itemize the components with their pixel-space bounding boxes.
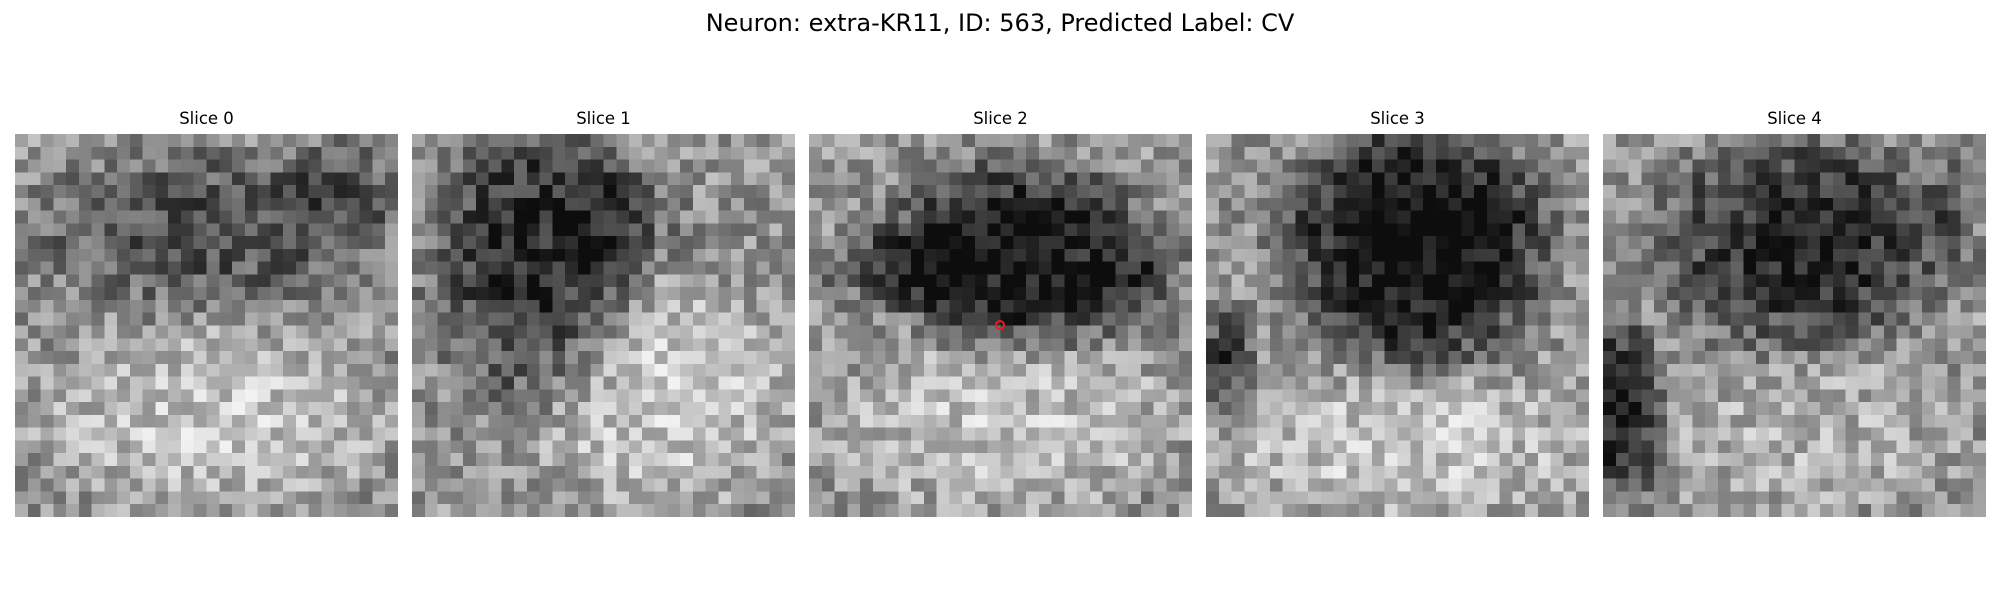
slice-panel-4: Slice 4 — [1603, 108, 1986, 517]
slice-title-2: Slice 2 — [973, 109, 1028, 128]
slice-image-1 — [412, 134, 795, 517]
slice-panel-3: Slice 3 — [1206, 108, 1589, 517]
slice-title-1: Slice 1 — [576, 109, 631, 128]
slice-title-3: Slice 3 — [1370, 109, 1425, 128]
slice-image-4 — [1603, 134, 1986, 517]
slice-panel-1: Slice 1 — [412, 108, 795, 517]
slice-image-0 — [15, 134, 398, 517]
slice-panel-0: Slice 0 — [15, 108, 398, 517]
figure-title: Neuron: extra-KR11, ID: 563, Predicted L… — [705, 9, 1295, 37]
slice-image-3 — [1206, 134, 1589, 517]
slice-panel-2: Slice 2 — [809, 108, 1192, 517]
centroid-marker — [995, 320, 1005, 330]
slice-title-0: Slice 0 — [179, 109, 234, 128]
slice-title-4: Slice 4 — [1767, 109, 1822, 128]
